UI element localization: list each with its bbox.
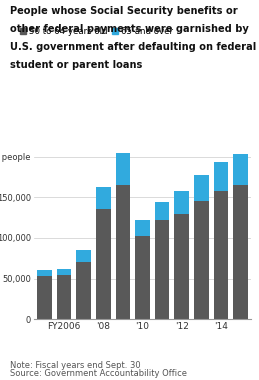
Text: Note: Fiscal years end Sept. 30: Note: Fiscal years end Sept. 30 xyxy=(10,361,141,370)
Bar xyxy=(57,275,71,319)
Bar xyxy=(96,209,111,319)
Bar xyxy=(174,214,189,319)
Bar xyxy=(233,185,248,319)
Legend: 50 to 64 years old, 65 and over: 50 to 64 years old, 65 and over xyxy=(16,24,177,40)
Bar xyxy=(155,220,169,319)
Bar xyxy=(76,262,91,319)
Text: other federal payments were garnished by: other federal payments were garnished by xyxy=(10,24,249,34)
Bar xyxy=(233,154,248,185)
Bar xyxy=(76,250,91,262)
Bar xyxy=(213,162,228,191)
Bar xyxy=(37,276,52,319)
Bar xyxy=(135,236,150,319)
Bar xyxy=(116,185,130,319)
Bar xyxy=(57,269,71,275)
Bar xyxy=(116,152,130,185)
Bar xyxy=(174,191,189,214)
Bar xyxy=(194,201,208,319)
Bar xyxy=(213,191,228,319)
Bar xyxy=(135,220,150,236)
Bar xyxy=(96,187,111,209)
Text: U.S. government after defaulting on federal: U.S. government after defaulting on fede… xyxy=(10,42,257,52)
Text: People whose Social Security benefits or: People whose Social Security benefits or xyxy=(10,6,238,16)
Bar xyxy=(155,202,169,220)
Bar xyxy=(37,269,52,276)
Text: student or parent loans: student or parent loans xyxy=(10,60,143,70)
Bar xyxy=(194,175,208,201)
Text: Source: Government Accountability Office: Source: Government Accountability Office xyxy=(10,369,187,378)
